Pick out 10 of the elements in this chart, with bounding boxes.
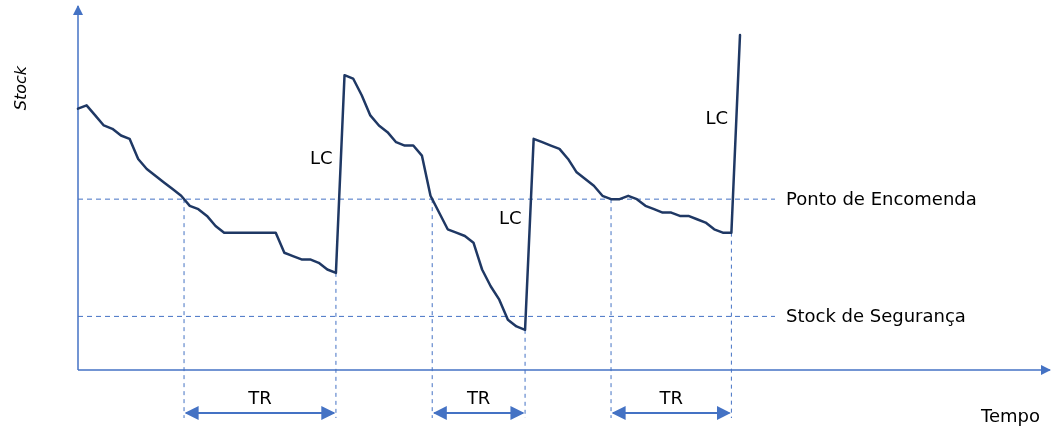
ref-line-label: Stock de Segurança	[786, 305, 966, 327]
annotation: LC	[705, 106, 728, 128]
text: Tempo	[980, 405, 1040, 426]
text: TR	[658, 387, 683, 408]
text: TR	[465, 387, 491, 408]
ref-line-label: Ponto de Encomenda	[786, 188, 977, 210]
annotation: LC	[309, 147, 333, 169]
text: TR	[247, 387, 272, 408]
y-axis-title: Stock	[11, 65, 30, 111]
annotation: LC	[499, 207, 522, 229]
